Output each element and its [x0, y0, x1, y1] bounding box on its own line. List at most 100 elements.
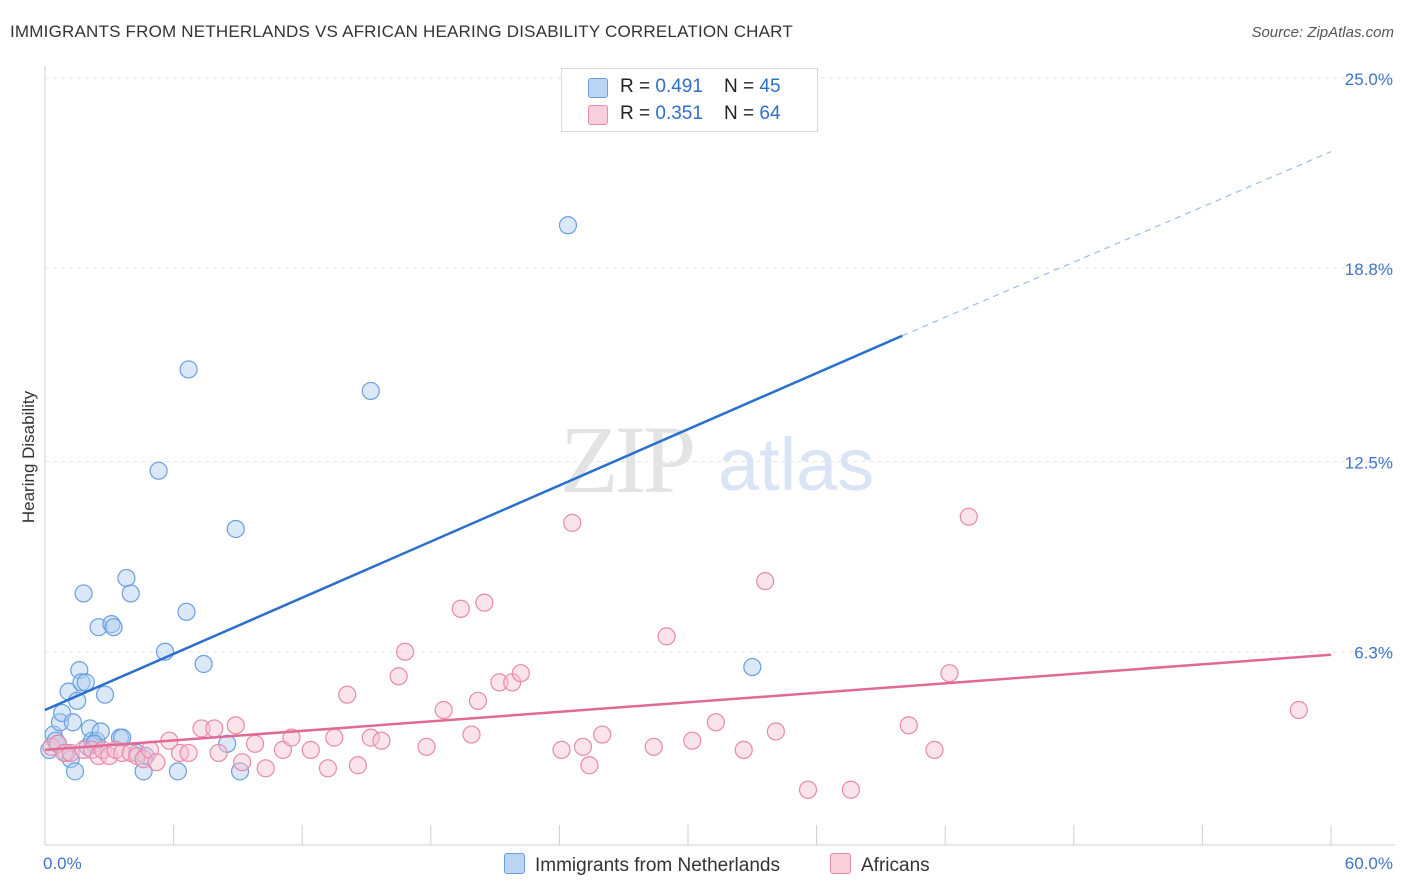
point-netherlands [95, 685, 115, 704]
legend-swatch-netherlands [588, 78, 608, 98]
trend-lines [44, 151, 1332, 752]
legend-swatch-africans [588, 105, 608, 125]
source-label: Source: ZipAtlas.com [1251, 24, 1394, 41]
point-netherlands [102, 615, 121, 634]
bottom-legend-africans: Africans [830, 853, 930, 877]
series-netherlands-points [40, 216, 762, 781]
point-africans [552, 740, 571, 759]
point-africans [475, 593, 494, 612]
point-netherlands [74, 584, 93, 603]
point-africans [573, 737, 593, 756]
point-africans [657, 627, 676, 646]
point-africans [798, 780, 818, 799]
point-netherlands [177, 602, 196, 621]
bottom-legend-swatch-africans [830, 853, 851, 874]
point-netherlands [194, 654, 213, 674]
y-tick-labels: 6.3% 12.5% 18.8% 25.0% [1345, 70, 1393, 663]
point-netherlands [65, 762, 85, 781]
point-africans [233, 753, 252, 772]
watermark-atlas: atlas [718, 423, 874, 506]
y-tick-label: 18.8% [1345, 260, 1393, 279]
point-africans [273, 740, 293, 759]
point-africans [468, 691, 488, 710]
point-africans [209, 743, 228, 763]
point-africans [338, 685, 357, 704]
trend-line-africans [44, 653, 1332, 752]
point-netherlands [226, 519, 245, 539]
legend: R = 0.491 N = 45 R = 0.351 N = 64 [561, 68, 818, 132]
point-africans [706, 713, 725, 732]
legend-r-value-africans: 0.351 [655, 103, 703, 124]
x-tick-label-min: 0.0% [43, 854, 82, 873]
point-netherlands [361, 381, 380, 401]
point-africans [434, 700, 453, 720]
legend-n-value-africans: 64 [759, 103, 781, 124]
legend-r-value-netherlands: 0.491 [655, 76, 703, 97]
point-africans [205, 719, 224, 738]
legend-n-value-netherlands: 45 [759, 76, 781, 97]
x-tick-labels: 0.0% 60.0% [43, 854, 1393, 873]
trend-line-netherlands [44, 334, 903, 712]
point-africans [395, 642, 415, 661]
legend-n-label: N = [724, 103, 760, 124]
point-africans [318, 759, 338, 778]
watermark: ZIP atlas [560, 406, 874, 513]
point-africans [417, 737, 436, 756]
point-africans [192, 719, 211, 738]
point-africans [766, 722, 785, 741]
point-africans [372, 731, 391, 750]
series-africans-points [42, 507, 1308, 799]
point-africans [580, 756, 599, 775]
point-netherlands [558, 216, 578, 235]
point-africans [147, 753, 166, 772]
axes [44, 66, 1395, 846]
point-africans [1289, 700, 1308, 720]
point-africans [959, 507, 978, 526]
point-africans [593, 725, 612, 744]
bottom-legend-label-africans: Africans [861, 855, 930, 876]
watermark-zip: ZIP [560, 406, 693, 513]
point-netherlands [72, 673, 91, 692]
bottom-legend-swatch-netherlands [504, 853, 525, 874]
point-africans [361, 728, 380, 747]
y-axis-label: Hearing Disability [19, 390, 38, 523]
point-netherlands [104, 618, 123, 637]
point-africans [841, 780, 860, 799]
bottom-legend-label-netherlands: Immigrants from Netherlands [535, 855, 780, 876]
point-africans [683, 731, 702, 750]
bottom-legend-netherlands: Immigrants from Netherlands [504, 853, 780, 877]
point-africans [451, 599, 470, 618]
y-tick-label: 12.5% [1345, 454, 1393, 473]
point-netherlands [117, 568, 136, 588]
point-netherlands [149, 461, 168, 480]
chart-title: IMMIGRANTS FROM NETHERLANDS VS AFRICAN H… [10, 22, 793, 41]
point-africans [389, 667, 408, 686]
trend-line-netherlands-extension [902, 151, 1332, 337]
point-africans [563, 513, 582, 532]
point-africans [348, 756, 368, 775]
point-netherlands [63, 713, 82, 732]
point-africans [490, 673, 509, 692]
y-tick-label: 25.0% [1345, 70, 1393, 89]
y-tick-label: 6.3% [1354, 644, 1393, 663]
point-africans [256, 759, 275, 778]
point-africans [462, 725, 481, 744]
point-africans [756, 572, 775, 591]
point-netherlands [168, 762, 187, 781]
point-africans [301, 740, 320, 759]
point-netherlands [121, 584, 140, 603]
point-netherlands [179, 360, 198, 379]
grid-lines [45, 77, 1395, 653]
point-africans [734, 740, 753, 759]
legend-r-label: R = [620, 76, 656, 97]
point-africans [644, 737, 663, 756]
point-africans [511, 664, 530, 683]
point-africans [325, 728, 344, 747]
point-africans [925, 740, 944, 759]
x-tick-label-max: 60.0% [1345, 854, 1393, 873]
point-africans [940, 664, 959, 683]
point-africans [179, 743, 198, 763]
point-africans [282, 728, 301, 747]
point-netherlands [743, 657, 762, 677]
